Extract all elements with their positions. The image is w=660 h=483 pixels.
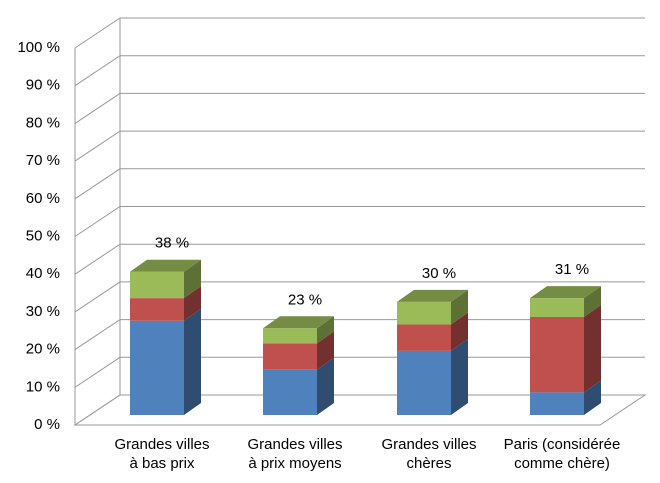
bar-top — [530, 286, 601, 299]
bar-segment — [530, 298, 584, 317]
bar-side — [317, 316, 334, 344]
grid-line — [74, 55, 645, 87]
bar-side — [584, 286, 601, 317]
bar-side — [317, 357, 334, 415]
bar-segment — [130, 298, 184, 321]
x-tick-label: Grandes villes à bas prix — [114, 436, 209, 472]
bar-side — [584, 380, 601, 415]
grid-line — [74, 17, 645, 49]
y-tick-label: 60 % — [26, 190, 60, 207]
grid-line — [74, 281, 645, 313]
x-tick-label: Grandes villes à prix moyens — [247, 436, 342, 472]
bar-segment — [530, 316, 584, 393]
grid-line — [74, 168, 645, 200]
grid-line — [74, 356, 645, 388]
grid-line — [74, 130, 645, 162]
bar-segment — [130, 271, 184, 299]
bar-segment — [130, 320, 184, 415]
value-label: 23 % — [288, 291, 322, 308]
bar-segment — [263, 328, 317, 344]
bar-segment — [530, 392, 584, 415]
y-tick-label: 0 % — [34, 416, 60, 433]
grid-line — [74, 206, 645, 237]
y-tick-label: 40 % — [26, 265, 60, 282]
bar-top — [397, 289, 468, 302]
bar-segment — [263, 369, 317, 415]
grid-line — [74, 319, 645, 351]
bar-side — [317, 331, 334, 370]
bar-side — [451, 312, 468, 351]
x-tick-label: Grandes villes chères — [381, 436, 476, 472]
grid-line — [74, 243, 645, 275]
bar-segment — [397, 301, 451, 325]
y-tick-label: 30 % — [26, 303, 60, 320]
value-label: 38 % — [155, 235, 189, 252]
y-tick-label: 100 % — [17, 39, 60, 56]
bar-side — [584, 304, 601, 393]
x-tick-label: Paris (considérée comme chère) — [504, 436, 621, 472]
bar-side — [184, 286, 201, 321]
value-label: 31 % — [555, 261, 589, 278]
grid-line — [74, 394, 645, 426]
bar-side — [451, 289, 468, 325]
bar-top — [130, 259, 201, 272]
bar-segment — [397, 350, 451, 415]
bar-side — [184, 259, 201, 299]
y-tick-label: 50 % — [26, 227, 60, 244]
bar-top — [263, 316, 334, 329]
bar-side — [184, 308, 201, 415]
y-tick-label: 20 % — [26, 341, 60, 358]
bar-side — [451, 338, 468, 415]
y-tick-label: 80 % — [26, 114, 60, 131]
value-label: 30 % — [422, 265, 456, 282]
y-tick-label: 10 % — [26, 378, 60, 395]
y-tick-label: 70 % — [26, 152, 60, 169]
bar-segment — [263, 343, 317, 370]
grid-line — [74, 92, 645, 124]
y-tick-label: 90 % — [26, 77, 60, 94]
bar-segment — [397, 324, 451, 351]
